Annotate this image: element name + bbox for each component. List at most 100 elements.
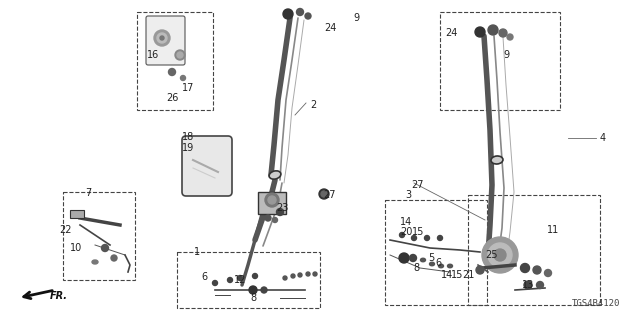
Text: 6: 6 (201, 272, 207, 282)
Circle shape (520, 263, 529, 273)
Ellipse shape (92, 260, 98, 264)
Circle shape (399, 253, 409, 263)
Text: 9: 9 (353, 13, 359, 23)
Bar (70, 210, 84, 218)
Circle shape (306, 272, 310, 276)
Bar (440, 12, 560, 110)
Circle shape (488, 25, 498, 35)
Circle shape (268, 196, 276, 204)
Text: FR.: FR. (50, 291, 68, 301)
Ellipse shape (429, 262, 435, 266)
Text: 22: 22 (60, 225, 72, 235)
Bar (177, 252, 320, 308)
Text: 23: 23 (276, 203, 288, 213)
Circle shape (499, 29, 507, 37)
Text: 27: 27 (412, 180, 424, 190)
Text: 15: 15 (451, 270, 463, 280)
Circle shape (237, 276, 243, 281)
Circle shape (291, 274, 295, 278)
Circle shape (296, 9, 303, 15)
Bar (385, 200, 487, 305)
Circle shape (283, 9, 293, 19)
Circle shape (265, 193, 279, 207)
Circle shape (160, 36, 164, 40)
Circle shape (276, 209, 284, 215)
Bar (258, 192, 286, 214)
Circle shape (488, 243, 512, 267)
Circle shape (319, 189, 329, 199)
Circle shape (536, 282, 543, 289)
Text: TGS4B4120: TGS4B4120 (572, 299, 620, 308)
Ellipse shape (420, 258, 426, 262)
Text: 14: 14 (400, 217, 412, 227)
Text: 19: 19 (182, 143, 194, 153)
Text: 5: 5 (428, 253, 434, 263)
Circle shape (265, 215, 271, 221)
Ellipse shape (447, 264, 452, 268)
Circle shape (482, 237, 518, 273)
Circle shape (298, 273, 302, 277)
Text: 12: 12 (234, 275, 246, 285)
Circle shape (253, 274, 257, 278)
Text: 25: 25 (486, 250, 499, 260)
Circle shape (283, 276, 287, 280)
Circle shape (438, 236, 442, 241)
Circle shape (545, 269, 552, 276)
Circle shape (177, 52, 183, 58)
Text: 14: 14 (441, 270, 453, 280)
Circle shape (507, 34, 513, 40)
Circle shape (157, 33, 167, 43)
Bar (137, 12, 213, 110)
Circle shape (175, 50, 185, 60)
Circle shape (154, 30, 170, 46)
Text: 8: 8 (250, 293, 256, 303)
Circle shape (313, 272, 317, 276)
Circle shape (399, 233, 404, 237)
Circle shape (168, 68, 175, 76)
Circle shape (410, 254, 417, 261)
Circle shape (102, 244, 109, 252)
Text: 27: 27 (324, 190, 336, 200)
Text: 4: 4 (600, 133, 606, 143)
Ellipse shape (269, 171, 281, 179)
Circle shape (524, 281, 532, 289)
Text: 3: 3 (405, 190, 411, 200)
Text: 16: 16 (147, 50, 159, 60)
Bar (468, 195, 600, 305)
FancyBboxPatch shape (182, 136, 232, 196)
Text: 21: 21 (462, 270, 474, 280)
Text: 24: 24 (445, 28, 458, 38)
Circle shape (273, 218, 278, 222)
Circle shape (476, 266, 484, 274)
Bar (63, 192, 135, 280)
Text: 1: 1 (194, 247, 200, 257)
Circle shape (424, 236, 429, 241)
Circle shape (494, 249, 506, 261)
Circle shape (261, 287, 267, 293)
Circle shape (212, 281, 218, 285)
Text: 8: 8 (413, 263, 419, 273)
Circle shape (305, 13, 311, 19)
Ellipse shape (438, 264, 444, 268)
Text: 13: 13 (522, 280, 534, 290)
Ellipse shape (491, 156, 503, 164)
Circle shape (533, 266, 541, 274)
Text: 7: 7 (85, 188, 91, 198)
Text: 17: 17 (182, 83, 194, 93)
Text: 11: 11 (547, 225, 559, 235)
Text: 15: 15 (412, 227, 424, 237)
Text: 26: 26 (166, 93, 178, 103)
Circle shape (227, 277, 232, 283)
Circle shape (180, 76, 186, 81)
Circle shape (249, 286, 257, 294)
Text: 2: 2 (310, 100, 316, 110)
Circle shape (475, 27, 485, 37)
Circle shape (412, 236, 417, 241)
Text: 6: 6 (435, 258, 441, 268)
Text: 24: 24 (324, 23, 336, 33)
Text: 20: 20 (400, 227, 412, 237)
Circle shape (111, 255, 117, 261)
Text: 9: 9 (503, 50, 509, 60)
Circle shape (321, 191, 327, 197)
Text: 18: 18 (182, 132, 194, 142)
